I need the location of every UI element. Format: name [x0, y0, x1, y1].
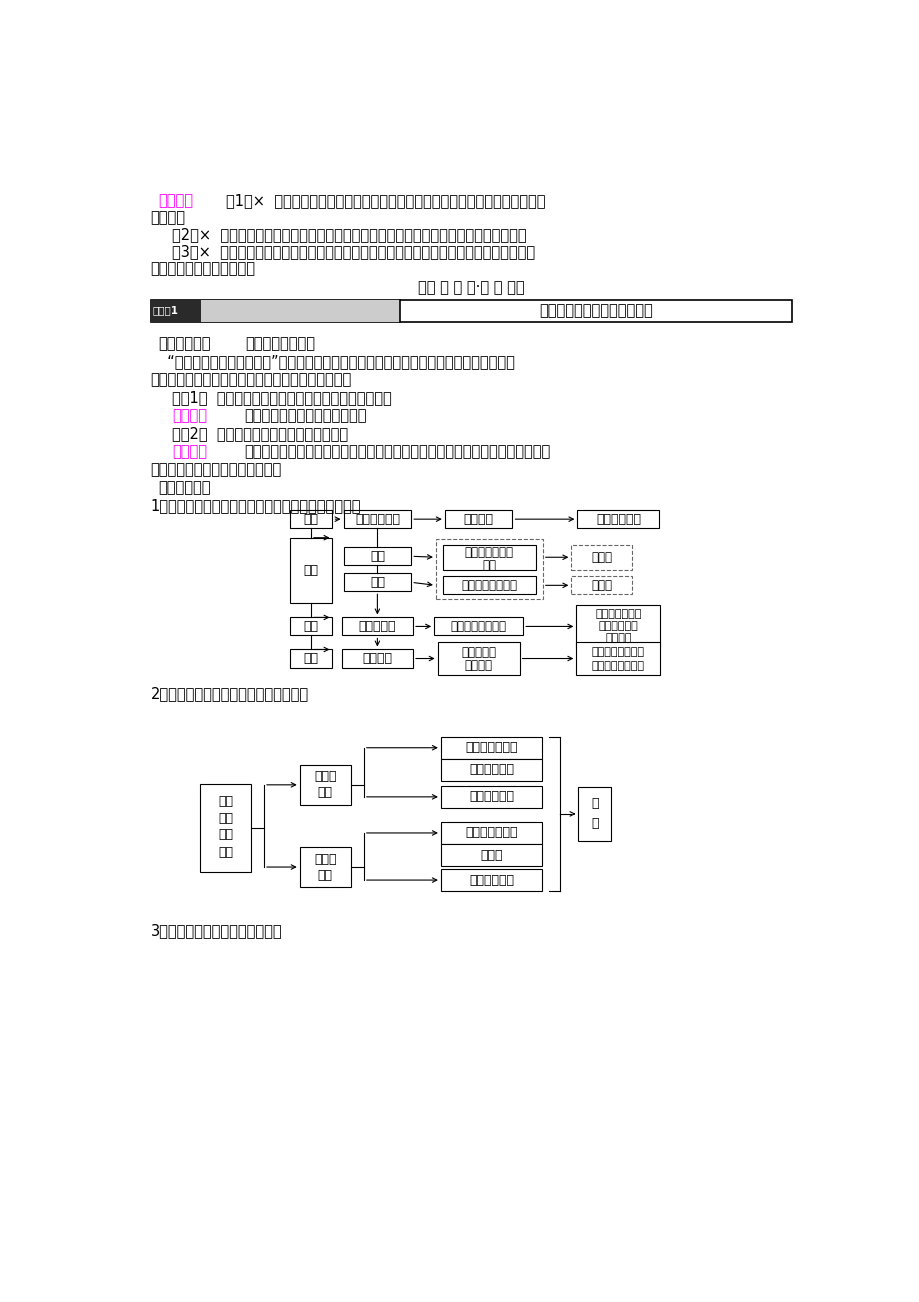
- Text: 发展速度加快: 发展速度加快: [469, 790, 514, 803]
- Text: 现代: 现代: [303, 652, 318, 665]
- Text: （2）×  大连市是典型的港口城市，因此其城市形态的发展变化与港口的发展密切相关。: （2）× 大连市是典型的港口城市，因此其城市形态的发展变化与港口的发展密切相关。: [172, 228, 526, 242]
- Text: 城市空间形态基: 城市空间形态基: [465, 827, 517, 840]
- Text: 1．交通运输方式的变化对聚落分布和空间形态的影响: 1．交通运输方式的变化对聚落分布和空间形态的影响: [151, 499, 361, 513]
- Text: 交通运输方式: 交通运输方式: [355, 513, 400, 526]
- Text: 布局: 布局: [218, 828, 233, 841]
- Text: 聚落多发展成: 聚落多发展成: [598, 621, 638, 631]
- Text: （1）×  网络购物主要是依靠互联网搭建的平台，因此主要得益于现代网络通信: （1）× 网络购物主要是依靠互联网搭建的平台，因此主要得益于现代网络通信: [225, 193, 544, 208]
- Bar: [434, 617, 523, 635]
- Text: 发展速度缓慢: 发展速度缓慢: [469, 874, 514, 887]
- Bar: [443, 577, 535, 594]
- Bar: [440, 786, 541, 807]
- Text: 沿交通轴发展，: 沿交通轴发展，: [595, 609, 641, 620]
- Bar: [444, 510, 512, 529]
- Text: 沿主要交通: 沿主要交通: [460, 646, 495, 659]
- Bar: [151, 299, 200, 322]
- Text: 探讨2：  造成扬州地位下降的原因是什么？: 探讨2： 造成扬州地位下降的原因是什么？: [172, 426, 347, 441]
- Bar: [440, 868, 541, 891]
- Text: （教师用书独具）: （教师用书独具）: [245, 336, 315, 350]
- Bar: [341, 650, 413, 668]
- Bar: [577, 510, 659, 529]
- Text: 沿京杭大运河的扬州发展缓慢。）: 沿京杭大运河的扬州发展缓慢。）: [151, 462, 281, 477]
- Bar: [289, 538, 332, 603]
- Text: 发展: 发展: [317, 786, 333, 799]
- Text: 3．交通运输方式与城市空间形态: 3．交通运输方式与城市空间形态: [151, 923, 282, 939]
- Bar: [199, 784, 251, 872]
- Bar: [300, 764, 351, 805]
- Text: 【提示】: 【提示】: [172, 408, 207, 423]
- Bar: [343, 547, 411, 565]
- Bar: [575, 642, 660, 674]
- Text: 【提示】: 【提示】: [158, 193, 193, 208]
- Bar: [289, 650, 332, 668]
- Bar: [440, 737, 541, 759]
- Text: 〔合 作 探 究·攻 重 难〕: 〔合 作 探 究·攻 重 难〕: [418, 280, 524, 296]
- Bar: [341, 617, 413, 635]
- Text: 综合运输: 综合运输: [362, 652, 392, 665]
- Text: 聚落分布: 聚落分布: [463, 513, 494, 526]
- Text: 本不变: 本不变: [480, 849, 502, 862]
- Text: 〔核心点击〕: 〔核心点击〕: [158, 480, 210, 495]
- Bar: [289, 510, 332, 529]
- Bar: [289, 617, 332, 635]
- Text: 衰落: 衰落: [317, 868, 333, 881]
- Bar: [436, 539, 542, 599]
- Text: 建设而成为区域商业中心。: 建设而成为区域商业中心。: [151, 262, 255, 276]
- Text: 分布: 分布: [482, 559, 495, 572]
- Bar: [571, 577, 631, 594]
- Text: 交通: 交通: [218, 796, 233, 809]
- Text: 的发展。: 的发展。: [151, 211, 186, 225]
- Text: 探讨1：  历史上扬州成为繁华都市的主要原因是什么？: 探讨1： 历史上扬州成为繁华都市的主要原因是什么？: [172, 389, 391, 405]
- Text: 交通线: 交通线: [313, 853, 336, 866]
- Text: 〔合作探讨〕: 〔合作探讨〕: [158, 336, 210, 350]
- Text: 城市地域形态沿: 城市地域形态沿: [465, 741, 517, 754]
- Text: 交通线: 交通线: [313, 771, 336, 784]
- Text: 交通干线扩展: 交通干线扩展: [469, 763, 514, 776]
- Text: 多方面分散扩展，: 多方面分散扩展，: [591, 647, 644, 658]
- Text: 探究点1: 探究点1: [153, 306, 178, 315]
- Bar: [578, 786, 610, 841]
- Bar: [440, 844, 541, 866]
- Text: （3）×  高速鐵路沿线并不是每个城市都会设置停靠站，因此并不是每个城市都会因高鐵的: （3）× 高速鐵路沿线并不是每个城市都会设置停靠站，因此并不是每个城市都会因高鐵…: [172, 245, 535, 259]
- Text: 形态更多、更灵活: 形态更多、更灵活: [591, 660, 644, 671]
- Text: 水运: 水运: [369, 549, 384, 562]
- Text: 陆运: 陆运: [369, 575, 384, 589]
- Text: 交会处发展为城市: 交会处发展为城市: [460, 579, 516, 592]
- Text: 近代: 近代: [303, 620, 318, 633]
- Text: 聚: 聚: [590, 797, 598, 810]
- Bar: [300, 848, 351, 887]
- Bar: [571, 544, 631, 570]
- Bar: [343, 510, 411, 529]
- Text: 主要是因为京杭大运河的开通。: 主要是因为京杭大运河的开通。: [244, 408, 366, 423]
- Text: 变化: 变化: [218, 845, 233, 858]
- Text: 交通线路的发展变化。（大运河的淤塞、海上运输的发展和京沪鐵路的建成，使: 交通线路的发展变化。（大运河的淤塞、海上运输的发展和京沪鐵路的建成，使: [244, 444, 550, 460]
- Text: 干线分布: 干线分布: [464, 659, 492, 672]
- Text: 时间: 时间: [303, 513, 318, 526]
- Bar: [443, 544, 535, 570]
- Text: 星状形态: 星状形态: [605, 634, 631, 643]
- Text: 团块状: 团块状: [591, 579, 611, 592]
- Bar: [440, 759, 541, 781]
- Text: 2．交通运输布局变化对聚落发展的影响: 2．交通运输布局变化对聚落发展的影响: [151, 686, 309, 702]
- Text: 条带状: 条带状: [591, 551, 611, 564]
- Text: 落: 落: [590, 818, 598, 831]
- Bar: [575, 605, 660, 647]
- Text: 聚落形态变化: 聚落形态变化: [596, 513, 641, 526]
- Text: 球十大繁华都市之一，地位堪比今天的纽约、巴黎。: 球十大繁华都市之一，地位堪比今天的纽约、巴黎。: [151, 372, 352, 387]
- Text: 运输: 运输: [218, 812, 233, 825]
- Text: 【提示】: 【提示】: [172, 444, 207, 460]
- Bar: [440, 822, 541, 844]
- Text: 沿鐵路、公路分布: 沿鐵路、公路分布: [450, 620, 506, 633]
- Text: 古代: 古代: [303, 564, 318, 577]
- Text: 鐵路、公路: 鐵路、公路: [358, 620, 396, 633]
- Text: 交通运输布局变化与聚落形态: 交通运输布局变化与聚落形态: [539, 303, 652, 318]
- Bar: [151, 299, 791, 322]
- Text: “腰缠十万贯，骑鹤下扬州”，这是古人对繁华扬州的赞誉与向往。历史上的扬州曾经是全: “腰缠十万贯，骑鹤下扬州”，这是古人对繁华扬州的赞誉与向往。历史上的扬州曾经是全: [158, 354, 514, 368]
- Bar: [437, 642, 519, 674]
- Text: 沿江、河、湖泊: 沿江、河、湖泊: [464, 546, 514, 559]
- Bar: [200, 299, 400, 322]
- Bar: [343, 573, 411, 591]
